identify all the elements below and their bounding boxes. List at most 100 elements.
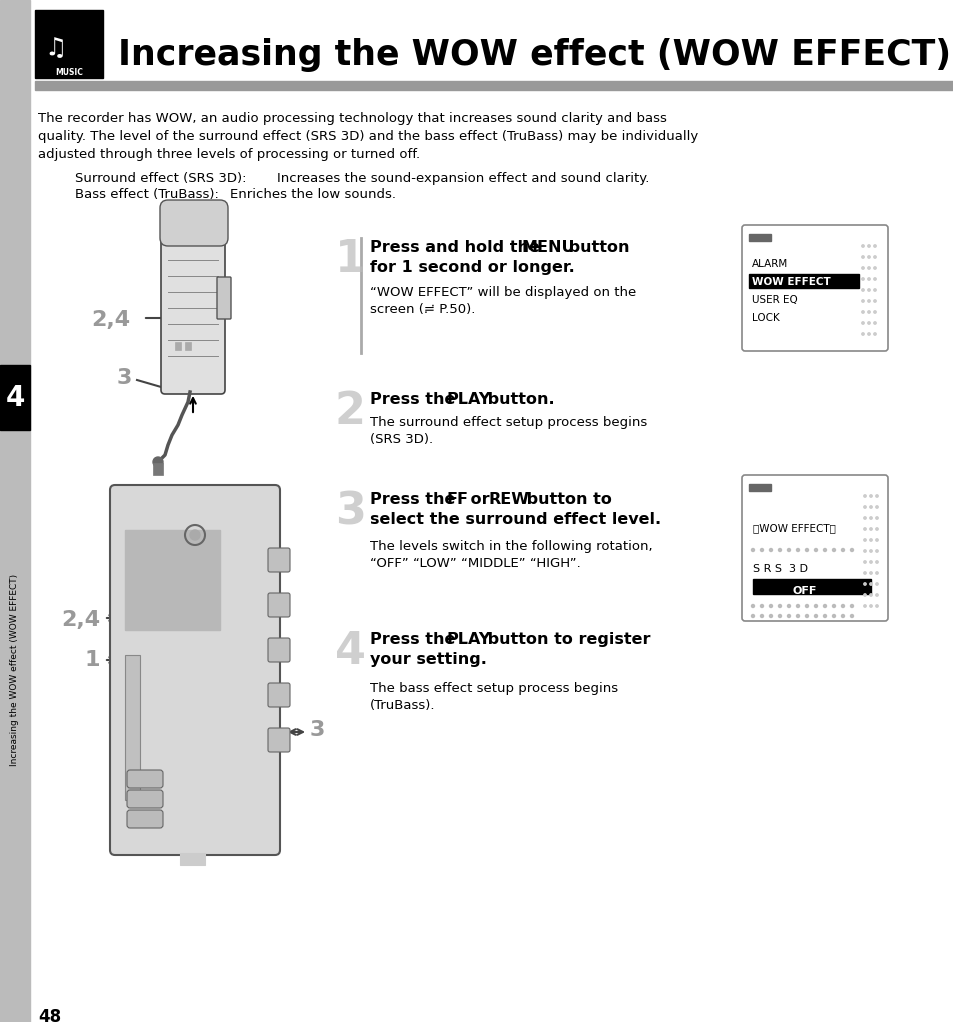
Circle shape — [867, 311, 869, 313]
Circle shape — [873, 299, 875, 303]
Bar — [180, 853, 205, 865]
Text: select the surround effect level.: select the surround effect level. — [370, 512, 660, 527]
Circle shape — [769, 604, 772, 607]
Text: 2: 2 — [335, 390, 366, 433]
Circle shape — [875, 571, 878, 574]
Text: The bass effect setup process begins: The bass effect setup process begins — [370, 682, 618, 695]
Circle shape — [873, 333, 875, 335]
Text: Press the: Press the — [370, 632, 460, 647]
Circle shape — [804, 604, 807, 607]
Circle shape — [786, 549, 790, 552]
Circle shape — [873, 311, 875, 313]
Circle shape — [875, 550, 878, 552]
Circle shape — [822, 604, 825, 607]
Text: MENU: MENU — [521, 240, 575, 256]
Text: LOCK: LOCK — [751, 313, 779, 323]
Circle shape — [841, 604, 843, 607]
Circle shape — [861, 311, 863, 313]
FancyBboxPatch shape — [160, 200, 228, 246]
Text: or: or — [464, 492, 495, 507]
Text: your setting.: your setting. — [370, 652, 486, 667]
Text: The surround effect setup process begins: The surround effect setup process begins — [370, 416, 646, 429]
Circle shape — [861, 299, 863, 303]
Circle shape — [867, 278, 869, 280]
Circle shape — [873, 256, 875, 259]
Circle shape — [875, 583, 878, 586]
Circle shape — [760, 604, 762, 607]
Circle shape — [832, 604, 835, 607]
Circle shape — [869, 506, 871, 508]
Circle shape — [861, 267, 863, 269]
Text: button to register: button to register — [481, 632, 650, 647]
Circle shape — [867, 267, 869, 269]
Text: FF: FF — [447, 492, 469, 507]
Circle shape — [861, 278, 863, 280]
Bar — [35, 81, 953, 90]
Circle shape — [873, 278, 875, 280]
Bar — [748, 484, 770, 491]
Circle shape — [760, 614, 762, 617]
Circle shape — [873, 245, 875, 247]
Text: The recorder has WOW, an audio processing technology that increases sound clarit: The recorder has WOW, an audio processin… — [38, 112, 666, 125]
Text: adjusted through three levels of processing or turned off.: adjusted through three levels of process… — [38, 148, 419, 161]
Polygon shape — [125, 655, 140, 800]
Text: 3: 3 — [335, 490, 366, 533]
Circle shape — [190, 530, 200, 540]
Circle shape — [862, 571, 865, 574]
Circle shape — [861, 333, 863, 335]
FancyBboxPatch shape — [741, 225, 887, 351]
Text: ALARM: ALARM — [751, 259, 787, 269]
Circle shape — [841, 549, 843, 552]
Circle shape — [867, 333, 869, 335]
Bar — [748, 234, 770, 241]
Text: Surround effect (SRS 3D):: Surround effect (SRS 3D): — [75, 172, 246, 185]
Text: The levels switch in the following rotation,: The levels switch in the following rotat… — [370, 540, 652, 553]
Bar — [125, 530, 220, 630]
Circle shape — [862, 594, 865, 596]
Circle shape — [804, 614, 807, 617]
Text: (TruBass).: (TruBass). — [370, 699, 435, 712]
Circle shape — [873, 289, 875, 291]
Bar — [0, 365, 30, 430]
Circle shape — [869, 550, 871, 552]
Circle shape — [796, 604, 799, 607]
Circle shape — [862, 550, 865, 552]
Circle shape — [751, 614, 754, 617]
Circle shape — [867, 245, 869, 247]
Circle shape — [862, 561, 865, 563]
Bar — [35, 10, 103, 78]
Circle shape — [873, 322, 875, 324]
Circle shape — [862, 605, 865, 607]
FancyBboxPatch shape — [127, 790, 163, 808]
Circle shape — [875, 527, 878, 530]
Text: button to: button to — [520, 492, 611, 507]
Text: Increasing the WOW effect (WOW EFFECT): Increasing the WOW effect (WOW EFFECT) — [10, 574, 19, 766]
Bar — [752, 579, 870, 594]
Circle shape — [869, 594, 871, 596]
Circle shape — [869, 495, 871, 497]
Bar — [174, 342, 181, 350]
Circle shape — [850, 549, 853, 552]
Text: 3: 3 — [310, 721, 325, 740]
Circle shape — [862, 527, 865, 530]
Circle shape — [822, 549, 825, 552]
FancyBboxPatch shape — [268, 683, 290, 707]
Circle shape — [786, 604, 790, 607]
Circle shape — [861, 256, 863, 259]
Circle shape — [869, 605, 871, 607]
Circle shape — [832, 614, 835, 617]
Text: 『WOW EFFECT』: 『WOW EFFECT』 — [752, 523, 835, 533]
Circle shape — [822, 614, 825, 617]
Circle shape — [152, 457, 163, 467]
Bar — [748, 274, 858, 288]
Text: button: button — [562, 240, 629, 256]
FancyBboxPatch shape — [268, 593, 290, 617]
Circle shape — [862, 495, 865, 497]
Bar — [185, 342, 191, 350]
Text: Increases the sound-expansion effect and sound clarity.: Increases the sound-expansion effect and… — [276, 172, 649, 185]
Text: 3: 3 — [116, 368, 132, 388]
Text: 2,4: 2,4 — [91, 310, 130, 330]
Circle shape — [869, 561, 871, 563]
Text: Enriches the low sounds.: Enriches the low sounds. — [230, 188, 395, 201]
Circle shape — [796, 549, 799, 552]
